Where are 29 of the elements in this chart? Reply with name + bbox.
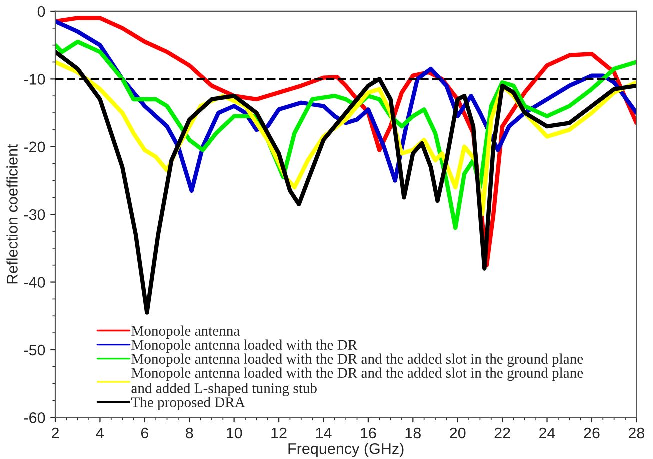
legend-label: Monopole antenna loaded with the DR — [132, 340, 358, 353]
legend-label: Monopole antenna loaded with the DR and the added slot in the ground plane and added L-shaped tuning stub — [132, 368, 584, 396]
y-axis-title: Reflection coefficient — [6, 144, 18, 284]
y-tick-label: -10 — [24, 74, 46, 85]
x-tick-label: 6 — [141, 428, 148, 439]
x-tick-label: 16 — [361, 428, 376, 439]
x-tick-label: 10 — [226, 428, 242, 439]
y-tick-label: 0 — [38, 6, 46, 18]
y-tick-label: -40 — [24, 277, 46, 288]
legend-label: The proposed DRA — [131, 397, 246, 410]
x-tick-label: 22 — [494, 428, 510, 438]
x-tick-label: 20 — [450, 428, 466, 439]
legend-label: Monopole antenna loaded with the DR and the added slot in the ground plane — [132, 354, 584, 368]
x-tick-label: 24 — [540, 428, 556, 438]
legend-label: Monopole antenna — [132, 326, 240, 339]
x-tick-label: 28 — [628, 428, 645, 439]
y-tick-label: -50 — [24, 344, 46, 356]
x-tick-label: 26 — [584, 428, 600, 439]
x-tick-label: 14 — [316, 428, 332, 438]
x-tick-label: 8 — [186, 428, 194, 439]
x-axis-title: Frequency (GHz) — [288, 443, 404, 458]
x-tick-label: 12 — [272, 428, 287, 438]
y-tick-label: -30 — [24, 209, 46, 220]
y-tick-label: -60 — [24, 412, 46, 424]
line-series — [56, 50, 637, 315]
y-tick-label: -20 — [24, 142, 46, 153]
x-tick-label: 4 — [96, 428, 104, 438]
x-tick-label: 2 — [52, 428, 59, 438]
x-tick-label: 18 — [406, 428, 421, 439]
